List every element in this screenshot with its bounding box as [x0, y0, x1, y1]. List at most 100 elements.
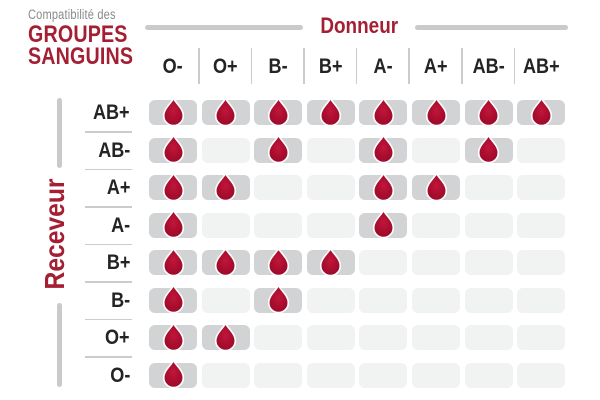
receiver-divider-top	[57, 98, 62, 168]
compatibility-cell-O--from-B+	[306, 362, 355, 388]
compatibility-cell-A+-from-O-	[149, 172, 197, 201]
col-header-separator	[250, 48, 253, 84]
blood-drop-icon	[530, 97, 552, 126]
compatibility-cell-AB--from-AB+	[517, 137, 566, 163]
donor-divider-right	[415, 25, 568, 30]
compatibility-cell-A+-from-A-	[359, 172, 408, 201]
blood-drop-icon	[267, 97, 289, 126]
col-header-separator	[303, 48, 305, 84]
compatibility-cell-A+-from-B-	[254, 175, 303, 200]
compatibility-cell-A--from-A-	[359, 209, 408, 239]
compatibility-cell-AB--from-B-	[254, 134, 303, 164]
row-label-separator	[85, 168, 132, 170]
chart-title-line1: GROUPES	[28, 20, 128, 48]
compatibility-cell-B+-from-B-	[254, 247, 303, 276]
compatibility-cell-AB+-from-B-	[254, 97, 303, 126]
compatibility-cell-A--from-A+	[412, 212, 460, 238]
compatibility-cell-AB--from-O+	[201, 137, 250, 163]
donor-col-header-AB-: AB-	[472, 55, 505, 78]
compatibility-cell-O--from-O+	[201, 362, 250, 388]
blood-drop-icon	[372, 134, 394, 164]
compatibility-cell-B+-from-AB-	[464, 250, 513, 275]
chart-title-eyebrow: Compatibilité des	[28, 7, 116, 22]
blood-drop-icon	[162, 284, 184, 314]
chart-title-line2: SANGUINS	[28, 42, 134, 70]
receiver-divider-bottom	[57, 303, 62, 387]
compatibility-cell-A--from-B+	[306, 212, 355, 238]
col-header-separator	[198, 48, 200, 84]
blood-drop-icon	[478, 134, 500, 164]
donor-col-header-O+: O+	[213, 55, 238, 78]
compatibility-cell-B+-from-O+	[201, 247, 250, 276]
compatibility-cell-O+-from-A+	[412, 325, 460, 350]
compatibility-cell-AB+-from-O+	[201, 97, 250, 126]
compatibility-cell-O--from-B-	[254, 362, 303, 388]
compatibility-cell-B+-from-A-	[359, 250, 408, 275]
blood-drop-icon	[162, 134, 184, 164]
compatibility-cell-O+-from-B+	[306, 325, 355, 350]
blood-drop-icon	[162, 322, 184, 351]
compatibility-cell-A+-from-A+	[412, 172, 460, 201]
compatibility-cell-AB--from-A-	[359, 134, 408, 164]
compatibility-cell-AB--from-A+	[412, 137, 460, 163]
row-label-separator	[85, 356, 132, 358]
donor-col-header-B-: B-	[268, 55, 288, 78]
donor-col-header-O-: O-	[162, 55, 184, 78]
compatibility-cell-O+-from-O+	[201, 322, 250, 351]
receiver-row-label-AB+: AB+	[93, 101, 130, 124]
compatibility-cell-AB+-from-O-	[149, 97, 197, 126]
blood-drop-icon	[215, 97, 237, 126]
blood-drop-icon	[425, 97, 447, 126]
receiver-row-label-B+: B+	[106, 251, 130, 274]
blood-drop-icon	[215, 322, 237, 351]
blood-drop-icon	[215, 247, 237, 276]
compatibility-cell-A+-from-AB-	[464, 175, 513, 200]
compatibility-cell-B+-from-B+	[306, 247, 355, 276]
compatibility-cell-AB--from-AB-	[464, 134, 513, 164]
compatibility-cell-O+-from-O-	[149, 322, 197, 351]
compatibility-cell-B--from-AB-	[464, 287, 513, 313]
receiver-row-label-A+: A+	[106, 176, 130, 199]
compatibility-cell-B--from-O+	[201, 287, 250, 313]
compatibility-cell-O--from-AB-	[464, 362, 513, 388]
compatibility-cell-B--from-B-	[254, 284, 303, 314]
blood-drop-icon	[162, 247, 184, 276]
compatibility-cell-AB+-from-B+	[306, 97, 355, 126]
blood-drop-icon	[162, 209, 184, 239]
blood-drop-icon	[162, 97, 184, 126]
compatibility-cell-A--from-B-	[254, 212, 303, 238]
compatibility-cell-B--from-A-	[359, 287, 408, 313]
compatibility-cell-O--from-O-	[149, 359, 197, 389]
compatibility-cell-O--from-A+	[412, 362, 460, 388]
blood-drop-icon	[215, 172, 237, 201]
donor-col-header-AB+: AB+	[522, 55, 560, 78]
blood-drop-icon	[162, 359, 184, 389]
blood-drop-icon	[267, 284, 289, 314]
donor-col-header-A+: A+	[424, 55, 448, 78]
compatibility-cell-A+-from-AB+	[517, 175, 566, 200]
compatibility-cell-B--from-A+	[412, 287, 460, 313]
compatibility-cell-A+-from-B+	[306, 175, 355, 200]
col-header-separator	[408, 48, 410, 84]
compatibility-cell-AB+-from-A+	[412, 97, 460, 126]
row-label-separator	[85, 243, 132, 245]
row-label-separator	[85, 318, 132, 320]
receiver-row-label-A-: A-	[110, 213, 130, 237]
row-label-separator	[85, 206, 132, 208]
compatibility-cell-O--from-AB+	[517, 362, 566, 388]
blood-drop-icon	[372, 209, 394, 239]
blood-drop-icon	[372, 97, 394, 126]
compatibility-cell-O+-from-A-	[359, 325, 408, 350]
blood-drop-icon	[372, 172, 394, 201]
compatibility-cell-O+-from-B-	[254, 325, 303, 350]
row-label-separator	[85, 281, 132, 283]
compatibility-cell-AB+-from-A-	[359, 97, 408, 126]
compatibility-cell-B--from-AB+	[517, 287, 566, 313]
blood-drop-icon	[320, 97, 342, 126]
blood-drop-icon	[267, 247, 289, 276]
compatibility-cell-A--from-O+	[201, 212, 250, 238]
compatibility-cell-B--from-O-	[149, 284, 197, 314]
compatibility-cell-AB+-from-AB-	[464, 97, 513, 126]
blood-drop-icon	[425, 172, 447, 201]
